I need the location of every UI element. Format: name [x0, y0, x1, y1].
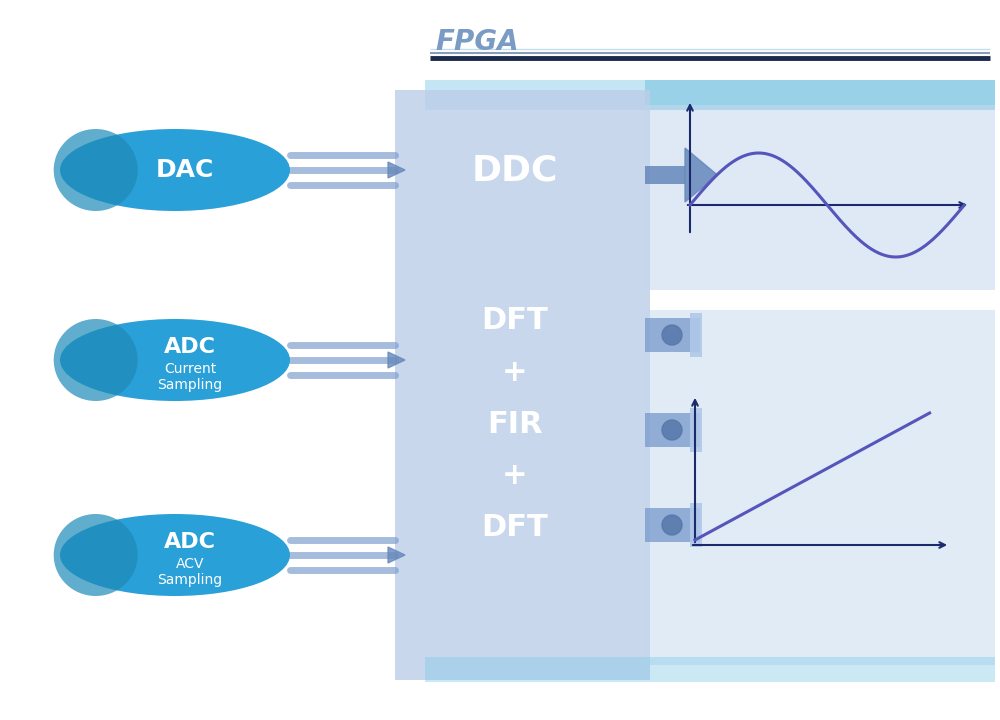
Polygon shape [388, 162, 405, 178]
Circle shape [662, 515, 682, 535]
Text: DFT: DFT [482, 513, 548, 542]
Circle shape [662, 325, 682, 345]
Text: Current: Current [164, 362, 216, 376]
Polygon shape [388, 352, 405, 368]
Ellipse shape [60, 514, 290, 596]
Text: +: + [502, 358, 528, 387]
Text: ACV: ACV [176, 557, 204, 571]
FancyBboxPatch shape [645, 318, 700, 352]
FancyBboxPatch shape [395, 90, 650, 680]
Ellipse shape [54, 129, 138, 211]
FancyBboxPatch shape [645, 413, 700, 447]
FancyBboxPatch shape [690, 313, 702, 357]
Text: ADC: ADC [164, 532, 216, 552]
Ellipse shape [54, 319, 138, 401]
Text: DDC: DDC [472, 153, 558, 187]
Text: Sampling: Sampling [157, 573, 223, 587]
FancyBboxPatch shape [425, 80, 995, 110]
FancyBboxPatch shape [645, 310, 995, 665]
Ellipse shape [54, 514, 138, 596]
Text: DAC: DAC [156, 158, 214, 182]
Text: DFT: DFT [482, 305, 548, 335]
FancyBboxPatch shape [425, 657, 995, 682]
Ellipse shape [60, 319, 290, 401]
Polygon shape [388, 547, 405, 563]
FancyBboxPatch shape [645, 80, 995, 110]
Polygon shape [685, 148, 717, 202]
FancyBboxPatch shape [690, 503, 702, 547]
Text: FPGA: FPGA [435, 28, 519, 56]
Circle shape [662, 420, 682, 440]
FancyBboxPatch shape [645, 105, 995, 290]
Text: ADC: ADC [164, 337, 216, 357]
FancyBboxPatch shape [645, 508, 700, 542]
Text: FIR: FIR [487, 410, 543, 438]
FancyBboxPatch shape [690, 408, 702, 452]
FancyBboxPatch shape [645, 166, 685, 184]
Ellipse shape [60, 129, 290, 211]
Text: +: + [502, 462, 528, 490]
Text: Sampling: Sampling [157, 378, 223, 392]
